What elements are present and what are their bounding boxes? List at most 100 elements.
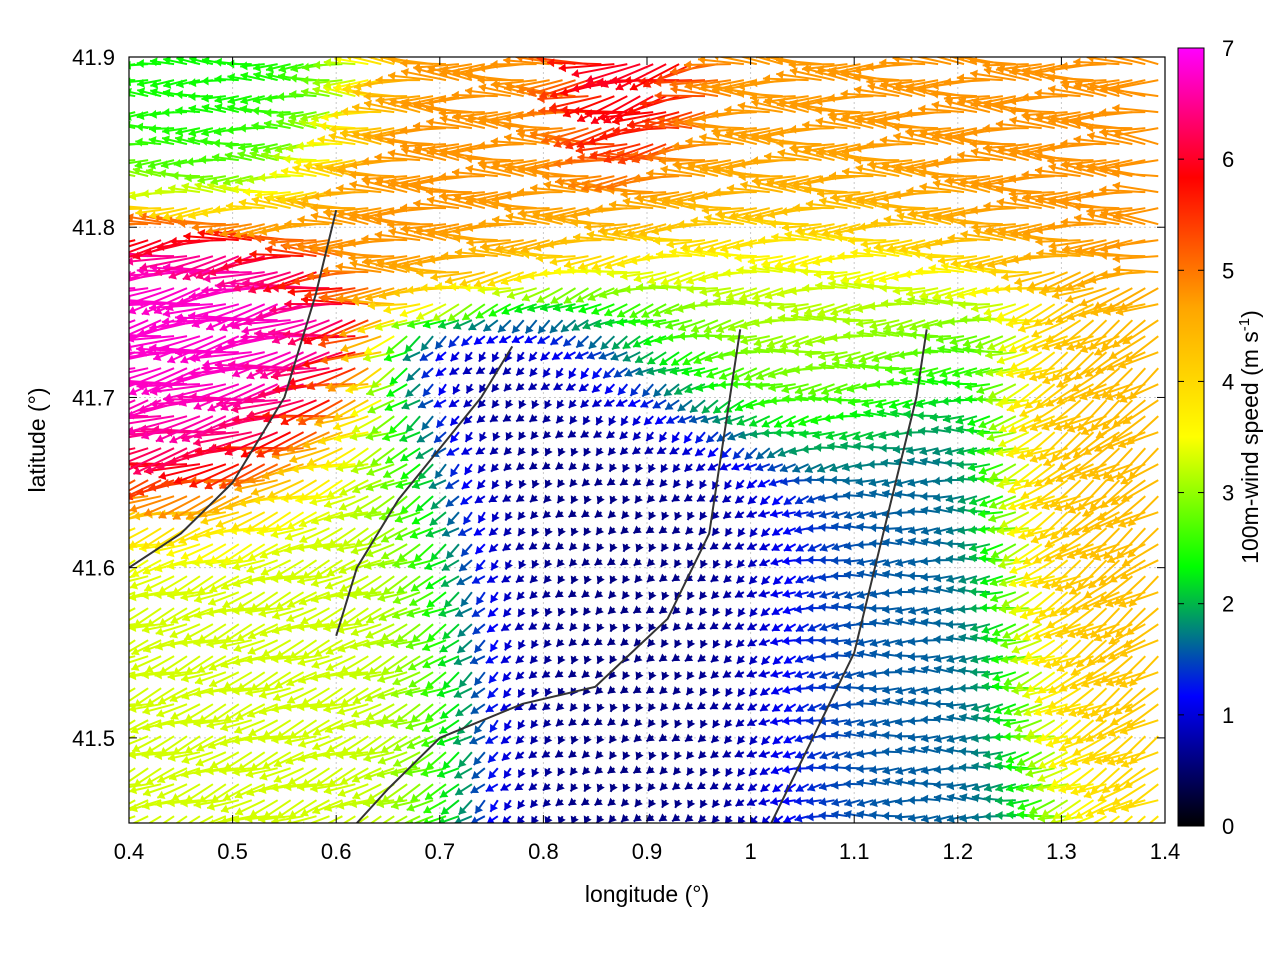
wind-arrow-head	[470, 706, 480, 714]
wind-arrow-head	[287, 444, 296, 453]
wind-arrow-head	[818, 716, 827, 726]
wind-arrow-head	[272, 693, 282, 702]
wind-arrow-head	[1026, 783, 1034, 793]
wind-arrow-head	[882, 617, 891, 627]
wind-arrow-head	[976, 385, 985, 395]
wind-arrow-shaft	[129, 495, 162, 505]
wind-arrow-head	[758, 749, 767, 759]
wind-arrow-head	[856, 603, 864, 613]
wind-arrow-head	[827, 441, 835, 451]
wind-arrow-head	[444, 599, 453, 608]
wind-arrow-head	[307, 381, 316, 390]
wind-arrow-head	[755, 462, 764, 472]
wind-arrow-head	[710, 621, 719, 630]
wind-arrow-head	[1022, 690, 1031, 700]
wind-arrow-head	[707, 462, 717, 471]
wind-arrow-head	[259, 628, 268, 638]
wind-arrow-head	[920, 477, 928, 487]
wind-arrow-head	[425, 712, 434, 721]
wind-arrow-head	[891, 429, 900, 439]
wind-arrow-head	[993, 732, 1001, 742]
wind-arrow-head	[235, 712, 244, 721]
wind-arrow-head	[635, 751, 644, 760]
wind-arrow-head	[235, 807, 244, 816]
wind-arrow-head	[804, 464, 814, 473]
wind-arrow-head	[756, 371, 765, 381]
wind-arrow-head	[836, 411, 844, 421]
wind-arrow-head	[672, 733, 681, 742]
wind-arrow-head	[232, 657, 241, 667]
wind-arrow-head	[654, 335, 663, 345]
wind-arrow-head	[805, 338, 814, 347]
wind-arrow-head	[818, 493, 827, 503]
wind-arrow-head	[806, 590, 815, 599]
wind-arrow-head	[1081, 427, 1090, 436]
wind-arrow-head	[1067, 472, 1076, 481]
wind-arrow-head	[324, 725, 334, 734]
wind-arrow-head	[818, 572, 827, 582]
wind-arrow-head	[920, 636, 928, 646]
wind-arrow-head	[528, 621, 538, 630]
wind-arrow-head	[570, 607, 579, 616]
wind-arrow-head	[920, 585, 929, 595]
wind-arrow-shaft	[1136, 815, 1146, 823]
wind-arrow-head	[568, 749, 577, 758]
wind-arrow-head	[806, 603, 814, 613]
wind-arrow-head	[1121, 803, 1130, 813]
wind-arrow-head	[831, 780, 839, 790]
wind-arrow-head	[1043, 630, 1052, 640]
wind-arrow-head	[981, 654, 990, 664]
wind-arrow-head	[894, 651, 903, 661]
wind-arrow-head	[761, 528, 770, 537]
wind-arrow-head	[159, 666, 168, 675]
wind-arrow-head	[1000, 395, 1010, 403]
wind-arrow-head	[945, 505, 954, 515]
wind-arrow-head	[784, 576, 793, 584]
wind-arrow-head	[129, 671, 137, 681]
wind-arrow-head	[882, 777, 891, 787]
wind-arrow-head	[302, 570, 311, 579]
wind-arrow-head	[777, 448, 787, 458]
wind-arrow-head	[963, 338, 972, 348]
wind-arrow-shaft	[342, 815, 356, 823]
wind-arrow-head	[91, 494, 98, 503]
wind-arrow-head	[583, 527, 592, 536]
wind-arrow-head	[232, 399, 242, 409]
wind-arrow-head	[1045, 739, 1054, 749]
wind-arrow-head	[970, 667, 978, 677]
wind-arrow-head	[206, 687, 214, 696]
wind-arrow-head	[699, 606, 708, 616]
wind-arrow-head	[759, 767, 769, 775]
wind-arrow-head	[180, 638, 188, 648]
wind-arrow-shaft	[256, 431, 305, 458]
wind-arrow-head	[490, 414, 499, 422]
wind-arrow-head	[687, 639, 696, 648]
wind-arrow-head	[417, 434, 426, 443]
wind-arrow-head	[132, 744, 141, 753]
wind-arrow-head	[693, 368, 702, 378]
wind-arrow-head	[609, 734, 618, 744]
wind-arrow-shaft	[315, 399, 356, 424]
wind-arrow-head	[867, 459, 875, 469]
wind-arrow-head	[646, 813, 655, 822]
wind-arrow-head	[1044, 553, 1053, 563]
wind-arrow-head	[233, 643, 242, 653]
wind-arrow-head	[218, 420, 227, 430]
wind-arrow-head	[422, 660, 431, 669]
wind-arrow-head	[1019, 409, 1028, 418]
wind-arrow-head	[956, 460, 964, 470]
wind-arrow-head	[725, 559, 734, 569]
wind-arrow-head	[1053, 811, 1062, 819]
wind-arrow-head	[568, 717, 578, 726]
wind-arrow-head	[978, 420, 987, 429]
wind-arrow-head	[167, 718, 175, 728]
wind-arrow-head	[1120, 571, 1129, 580]
wind-arrow-head	[660, 558, 669, 567]
wind-arrow-head	[933, 765, 942, 774]
wind-arrow-head	[831, 590, 841, 600]
wind-arrow-head	[227, 337, 236, 347]
wind-arrow-head	[259, 706, 268, 716]
wind-arrow-head	[516, 382, 525, 391]
wind-arrow-head	[250, 762, 259, 771]
wind-arrow-shaft	[129, 687, 136, 693]
